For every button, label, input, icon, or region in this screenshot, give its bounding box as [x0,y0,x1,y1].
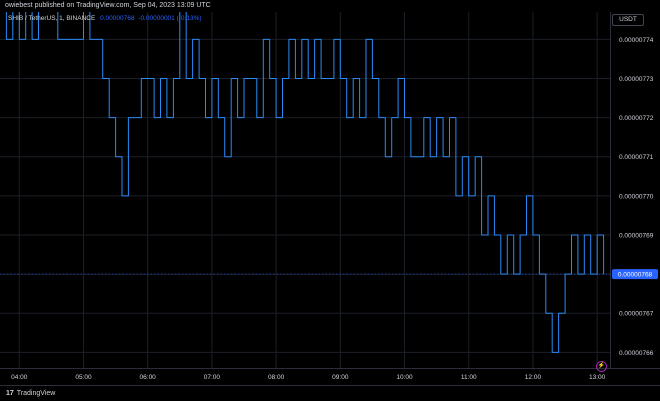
legend-change: -0.00000001 (-0.13%) [138,15,202,22]
current-price-label: 0.00000768 [618,272,653,279]
price-series-line [0,0,605,353]
x-tick-label: 06:00 [140,374,157,381]
x-tick-label: 05:00 [75,374,92,381]
currency-unit-label[interactable]: USDT [612,14,644,26]
y-tick-label: 0.00000769 [619,232,654,239]
tradingview-brand-text: TradingView [16,390,56,397]
x-tick-label: 07:00 [204,374,221,381]
y-tick-label: 0.00000767 [619,311,654,318]
current-price-badge[interactable] [612,269,658,280]
x-tick-label: 08:00 [268,374,285,381]
publisher-text: owiebest published on TradingView.com, S… [5,2,211,9]
chart-grid [0,12,610,368]
symbol-name: SHIB / TetherUS, 1, BINANCE [8,15,96,22]
tradingview-logo[interactable]: 17 TradingView [6,390,55,397]
y-tick-label: 0.00000773 [619,76,654,83]
footer-bar: 17 TradingView [0,385,660,401]
x-tick-label: 10:00 [396,374,413,381]
price-axis[interactable]: 0.00000766 0.00000767 0.00000768 0.00000769… [610,12,659,368]
y-tick-label: 0.00000774 [619,37,654,44]
tradingview-logo-icon: 17 [6,390,14,397]
publisher-bar: owiebest published on TradingView.com, S… [0,0,660,12]
x-tick-label: 04:00 [11,374,28,381]
x-tick-label: 12:00 [525,374,542,381]
y-tick-label: 0.00000771 [619,154,654,161]
x-tick-label: 09:00 [332,374,349,381]
x-tick-label: 13:00 [589,374,606,381]
y-tick-label: 0.00000770 [619,193,654,200]
flash-icon[interactable]: ⚡ [596,361,607,372]
series-line-group [0,0,605,353]
time-axis[interactable]: 04:00 05:00 06:00 07:00 08:00 09:00 10:00 11:00… [0,368,660,382]
symbol-legend[interactable]: SHIB / TetherUS, 1, BINANCE 0.00000768 -… [8,15,202,22]
y-tick-label: 0.00000766 [619,350,654,357]
x-tick-label: 11:00 [461,374,477,381]
legend-value: 0.00000768 [100,15,135,22]
y-tick-label: 0.00000772 [619,115,654,122]
